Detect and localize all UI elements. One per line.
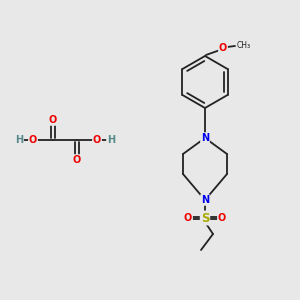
Text: O: O: [29, 135, 37, 145]
Text: H: H: [15, 135, 23, 145]
Text: O: O: [219, 43, 227, 53]
Text: N: N: [201, 133, 209, 143]
Text: O: O: [49, 115, 57, 125]
Text: O: O: [218, 213, 226, 223]
Text: S: S: [201, 212, 209, 224]
Text: O: O: [184, 213, 192, 223]
Text: O: O: [73, 155, 81, 165]
Text: N: N: [201, 195, 209, 205]
Text: O: O: [93, 135, 101, 145]
Text: CH₃: CH₃: [237, 40, 251, 50]
Text: H: H: [107, 135, 115, 145]
